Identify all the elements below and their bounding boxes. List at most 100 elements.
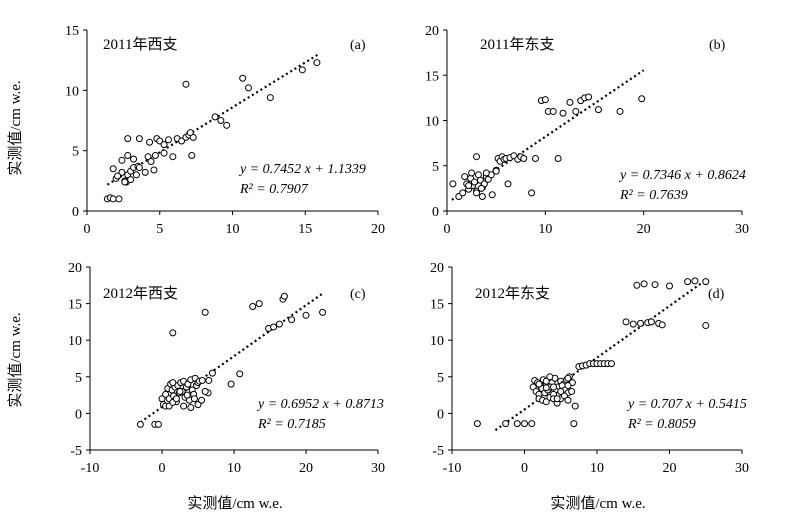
data-point — [236, 370, 244, 378]
data-point — [169, 379, 177, 387]
data-point — [571, 402, 579, 410]
y-tick-label: 5 — [437, 371, 444, 386]
data-point — [280, 292, 288, 300]
data-point — [702, 322, 710, 330]
y-tick-label: 0 — [437, 407, 444, 422]
r-squared: R² = 0.7639 — [619, 188, 688, 203]
data-point — [198, 396, 206, 404]
trend-line — [494, 279, 707, 432]
data-point — [473, 153, 480, 161]
r-squared: R² = 0.8059 — [627, 417, 696, 432]
panel-d: -5 0 5 10 15 20 -10 0 10 20 30 2012年东支 (d) y = 0.707 … — [430, 261, 749, 476]
x-tick-label: 30 — [371, 461, 385, 476]
data-point — [180, 402, 188, 410]
x-tick-label: 0 — [159, 461, 166, 476]
data-point — [160, 149, 168, 157]
data-point — [594, 106, 602, 114]
x-tick-label: 20 — [637, 222, 651, 237]
data-point — [298, 66, 306, 74]
data-point — [557, 387, 565, 395]
data-point — [121, 178, 129, 186]
data-point — [176, 387, 184, 395]
data-point — [288, 316, 296, 324]
regression-equation: y = 0.7346 x + 0.8624 — [618, 168, 746, 183]
data-point — [198, 376, 206, 384]
data-point — [637, 319, 644, 327]
data-point — [550, 383, 557, 391]
data-point — [492, 167, 500, 175]
data-point — [658, 321, 666, 329]
data-point — [160, 141, 168, 149]
y-tick-label: 20 — [425, 24, 439, 39]
x-tick-label: 15 — [298, 222, 312, 237]
data-point — [275, 320, 283, 328]
y-tick-label: -5 — [432, 444, 444, 459]
data-point — [150, 166, 158, 174]
x-tick-label: -10 — [443, 461, 462, 476]
data-point — [319, 308, 327, 316]
data-point — [651, 281, 659, 289]
regression-equation: y = 0.6952 x + 0.8713 — [256, 397, 384, 412]
y-tick-label: 5 — [432, 160, 439, 175]
y-tick-label: 0 — [432, 205, 439, 220]
y-tick-label: 5 — [75, 371, 82, 386]
y-tick-label: 10 — [430, 334, 444, 349]
data-point — [629, 320, 637, 328]
data-point — [227, 380, 235, 388]
data-point — [559, 109, 567, 117]
data-point — [178, 137, 186, 145]
trend-line — [451, 69, 645, 201]
data-point — [502, 420, 510, 428]
x-tick-label: 20 — [371, 222, 385, 237]
data-point — [471, 178, 479, 186]
data-point — [461, 173, 469, 181]
data-point — [141, 168, 149, 176]
panel-b: 0 5 10 15 20 0 10 20 30 2011年东支 (b) y = 0.7346 x + … — [425, 24, 749, 237]
data-point — [169, 153, 177, 161]
data-point — [532, 155, 539, 163]
data-point — [130, 155, 138, 163]
y-tick-label: 5 — [72, 145, 79, 160]
data-point — [217, 117, 225, 124]
data-point — [190, 395, 198, 403]
data-point — [205, 376, 213, 384]
data-point — [266, 94, 274, 102]
x-tick-label: 10 — [538, 222, 552, 237]
data-point — [553, 395, 561, 403]
data-point — [572, 107, 580, 115]
y-tick-label: 15 — [68, 298, 82, 313]
r-squared: R² = 0.7907 — [239, 182, 309, 197]
data-point — [702, 278, 710, 286]
data-point — [488, 191, 496, 199]
y-tick-label: 10 — [425, 115, 439, 130]
x-tick-label: 0 — [444, 222, 451, 237]
x-tick-label: 10 — [226, 222, 240, 237]
panel-c: -5 0 5 10 15 20 -10 0 10 20 30 2012年西支 (c) y = 0.6952… — [68, 261, 385, 476]
data-point — [513, 420, 521, 428]
data-point — [449, 180, 457, 188]
data-point — [114, 172, 122, 180]
panel-title: 2011年东支 — [480, 36, 554, 53]
y-tick-label: 15 — [65, 24, 79, 39]
data-point — [186, 129, 194, 137]
data-point — [124, 151, 132, 159]
regression-equation: y = 0.7452 x + 1.1339 — [238, 162, 366, 177]
data-point — [570, 420, 578, 428]
data-point — [208, 369, 216, 377]
data-point — [638, 95, 646, 103]
data-point — [147, 158, 155, 166]
trend-line — [106, 52, 321, 186]
data-point — [109, 165, 117, 173]
panel-letter: (a) — [350, 38, 366, 53]
x-tick-label: 0 — [521, 461, 528, 476]
panel-title: 2011年西支 — [103, 36, 177, 53]
data-point — [546, 373, 554, 381]
data-point — [541, 96, 549, 104]
data-point — [187, 404, 195, 412]
x-tick-label: 5 — [156, 222, 163, 237]
data-point — [201, 387, 209, 395]
data-point — [477, 184, 485, 192]
x-tick-label: 10 — [227, 461, 241, 476]
data-point — [172, 395, 180, 403]
data-point — [135, 164, 143, 172]
